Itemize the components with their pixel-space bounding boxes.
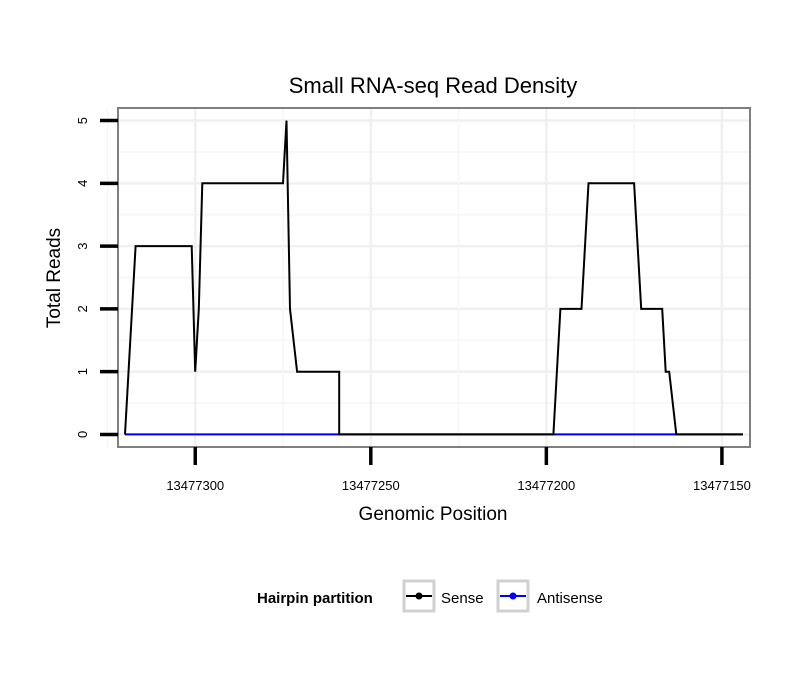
legend-label-sense: Sense — [441, 590, 484, 607]
y-axis: 0 1 2 3 4 5 — [75, 117, 118, 438]
legend-marker-antisense — [509, 592, 517, 600]
series-line-sense — [124, 120, 743, 436]
x-tick-label: 13477250 — [342, 478, 400, 493]
plot-border — [117, 107, 751, 448]
legend-item-sense: Sense — [402, 579, 484, 613]
y-tick-label: 0 — [75, 431, 90, 438]
legend-marker-sense — [415, 592, 423, 600]
x-axis-label: Genomic Position — [359, 504, 508, 525]
legend: Hairpin partition Sense Antisense — [257, 579, 603, 613]
x-tick-label: 13477200 — [517, 478, 575, 493]
y-axis-label: Total Reads — [44, 228, 65, 328]
x-axis: 13477300 13477250 13477200 13477150 — [166, 447, 751, 493]
chart-title: Small RNA-seq Read Density — [289, 73, 578, 98]
x-tick-label: 13477300 — [166, 478, 224, 493]
x-tick-label: 13477150 — [693, 478, 751, 493]
y-tick-label: 3 — [75, 242, 90, 249]
y-tick-label: 5 — [75, 117, 90, 124]
plot-area — [106, 107, 751, 448]
y-tick-label: 2 — [75, 305, 90, 312]
legend-item-antisense: Antisense — [496, 579, 603, 613]
legend-label-antisense: Antisense — [537, 590, 603, 607]
y-tick-label: 1 — [75, 368, 90, 375]
y-tick-label: 4 — [75, 180, 90, 187]
series-layer — [124, 120, 743, 436]
legend-title: Hairpin partition — [257, 590, 373, 607]
